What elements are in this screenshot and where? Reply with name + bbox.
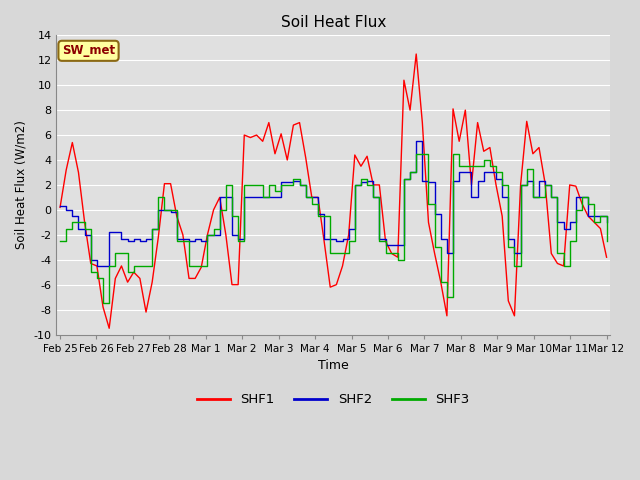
SHF1 [106, 325, 113, 331]
SHF2 [535, 178, 543, 184]
SHF2 [591, 213, 598, 219]
SHF3 [535, 194, 543, 200]
Y-axis label: Soil Heat Flux (W/m2): Soil Heat Flux (W/m2) [15, 120, 28, 249]
SHF1 [449, 106, 457, 112]
SHF1 [136, 276, 144, 281]
SHF1 [412, 51, 420, 57]
SHF2 [523, 178, 531, 184]
Title: Soil Heat Flux: Soil Heat Flux [280, 15, 386, 30]
Legend: SHF1, SHF2, SHF3: SHF1, SHF2, SHF3 [191, 388, 475, 412]
SHF3 [591, 219, 598, 225]
SHF2 [449, 178, 457, 184]
SHF3 [228, 213, 236, 219]
SHF1 [591, 219, 598, 225]
SHF2 [136, 238, 144, 244]
SHF1 [535, 144, 543, 150]
SHF3 [136, 263, 144, 269]
X-axis label: Time: Time [318, 359, 349, 372]
SHF3 [523, 166, 531, 171]
Text: SW_met: SW_met [62, 44, 115, 57]
SHF3 [99, 300, 107, 306]
SHF2 [93, 263, 100, 269]
SHF3 [449, 151, 457, 156]
Line: SHF3: SHF3 [60, 154, 607, 303]
SHF3 [603, 238, 611, 244]
SHF1 [56, 204, 64, 210]
SHF1 [228, 282, 236, 288]
SHF2 [603, 219, 611, 225]
Line: SHF1: SHF1 [60, 54, 607, 328]
SHF1 [603, 254, 611, 260]
SHF2 [228, 232, 236, 238]
SHF3 [412, 151, 420, 156]
SHF2 [56, 203, 64, 209]
Line: SHF2: SHF2 [60, 141, 607, 266]
SHF2 [412, 138, 420, 144]
SHF1 [523, 119, 531, 124]
SHF3 [56, 238, 64, 244]
